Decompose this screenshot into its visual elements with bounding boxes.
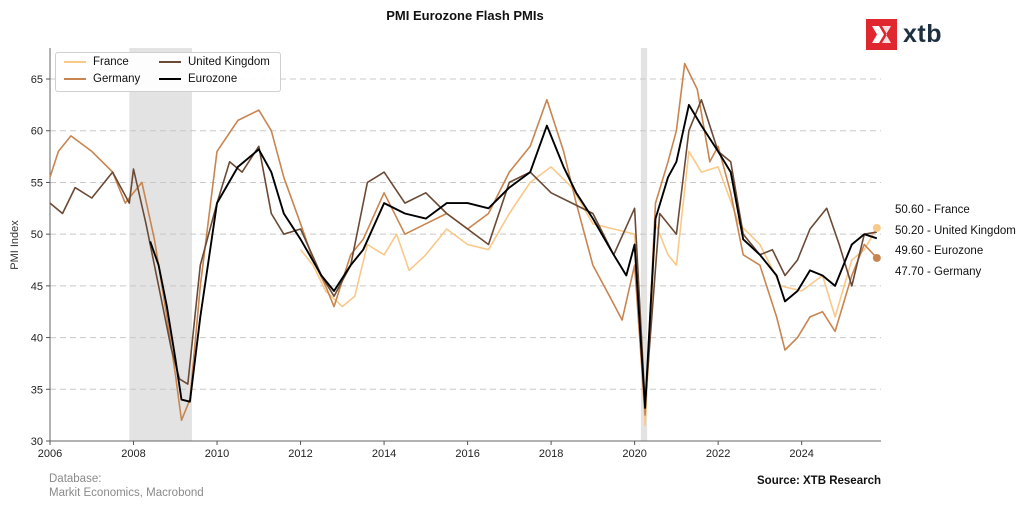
y-axis-label: PMI Index (9, 220, 21, 270)
xtb-logo-text: xtb (903, 20, 942, 48)
recession-band-1 (640, 48, 648, 441)
series-line-eurozone (149, 103, 878, 409)
xtb-logo: xtb (866, 19, 942, 50)
x-tick-label: 2016 (455, 448, 479, 460)
end-label-france: 50.60 - France (895, 204, 970, 216)
x-tick-label: 2020 (622, 448, 646, 460)
end-label-germany: 47.70 - Germany (895, 265, 982, 278)
legend-label-germany: Germany (93, 73, 141, 85)
legend-item-france: France (64, 56, 129, 68)
x-tick-label: 2024 (789, 448, 813, 460)
y-tick-label: 30 (31, 436, 43, 448)
series-line-germany (49, 62, 878, 422)
legend-item-eurozone: Eurozone (159, 73, 237, 85)
y-tick-label: 35 (31, 384, 43, 396)
y-tick-label: 60 (31, 126, 43, 138)
source-note: Source: XTB Research (757, 475, 881, 487)
series-line-france (299, 150, 878, 427)
legend-label-uk: United Kingdom (188, 56, 270, 68)
xtb-x-icon (866, 19, 897, 50)
end-value-labels: 50.60 - France 50.20 - United Kingdom 49… (895, 200, 1016, 282)
end-marker-germany (872, 253, 881, 262)
database-note: Database: Markit Economics, Macrobond (49, 472, 204, 500)
legend-label-eurozone: Eurozone (188, 73, 238, 85)
legend-item-uk: United Kingdom (159, 56, 270, 68)
chart-title: PMI Eurozone Flash PMIs (386, 8, 544, 23)
database-sources: Markit Economics, Macrobond (49, 487, 204, 499)
y-tick-label: 45 (31, 281, 43, 293)
recession-band-0 (129, 48, 192, 441)
database-label: Database: (49, 473, 102, 485)
x-tick-label: 2014 (372, 448, 396, 460)
end-label-eurozone: 49.60 - Eurozone (895, 245, 984, 257)
x-tick-label: 2022 (706, 448, 730, 460)
end-label-uk: 50.20 - United Kingdom (895, 224, 1016, 237)
chart-legend: France Germany United Kingdom Eurozone (55, 52, 281, 92)
end-marker-france (872, 223, 881, 232)
legend-label-france: France (93, 56, 129, 68)
x-tick-label: 2012 (288, 448, 312, 460)
x-tick-label: 2018 (539, 448, 563, 460)
y-tick-label: 50 (31, 229, 43, 241)
y-tick-label: 55 (31, 177, 43, 189)
y-tick-label: 65 (31, 74, 43, 86)
x-tick-label: 2008 (121, 448, 145, 460)
y-tick-label: 40 (31, 333, 43, 345)
x-tick-label: 2010 (205, 448, 229, 460)
legend-item-germany: Germany (64, 73, 140, 85)
x-tick-label: 2006 (38, 448, 62, 460)
